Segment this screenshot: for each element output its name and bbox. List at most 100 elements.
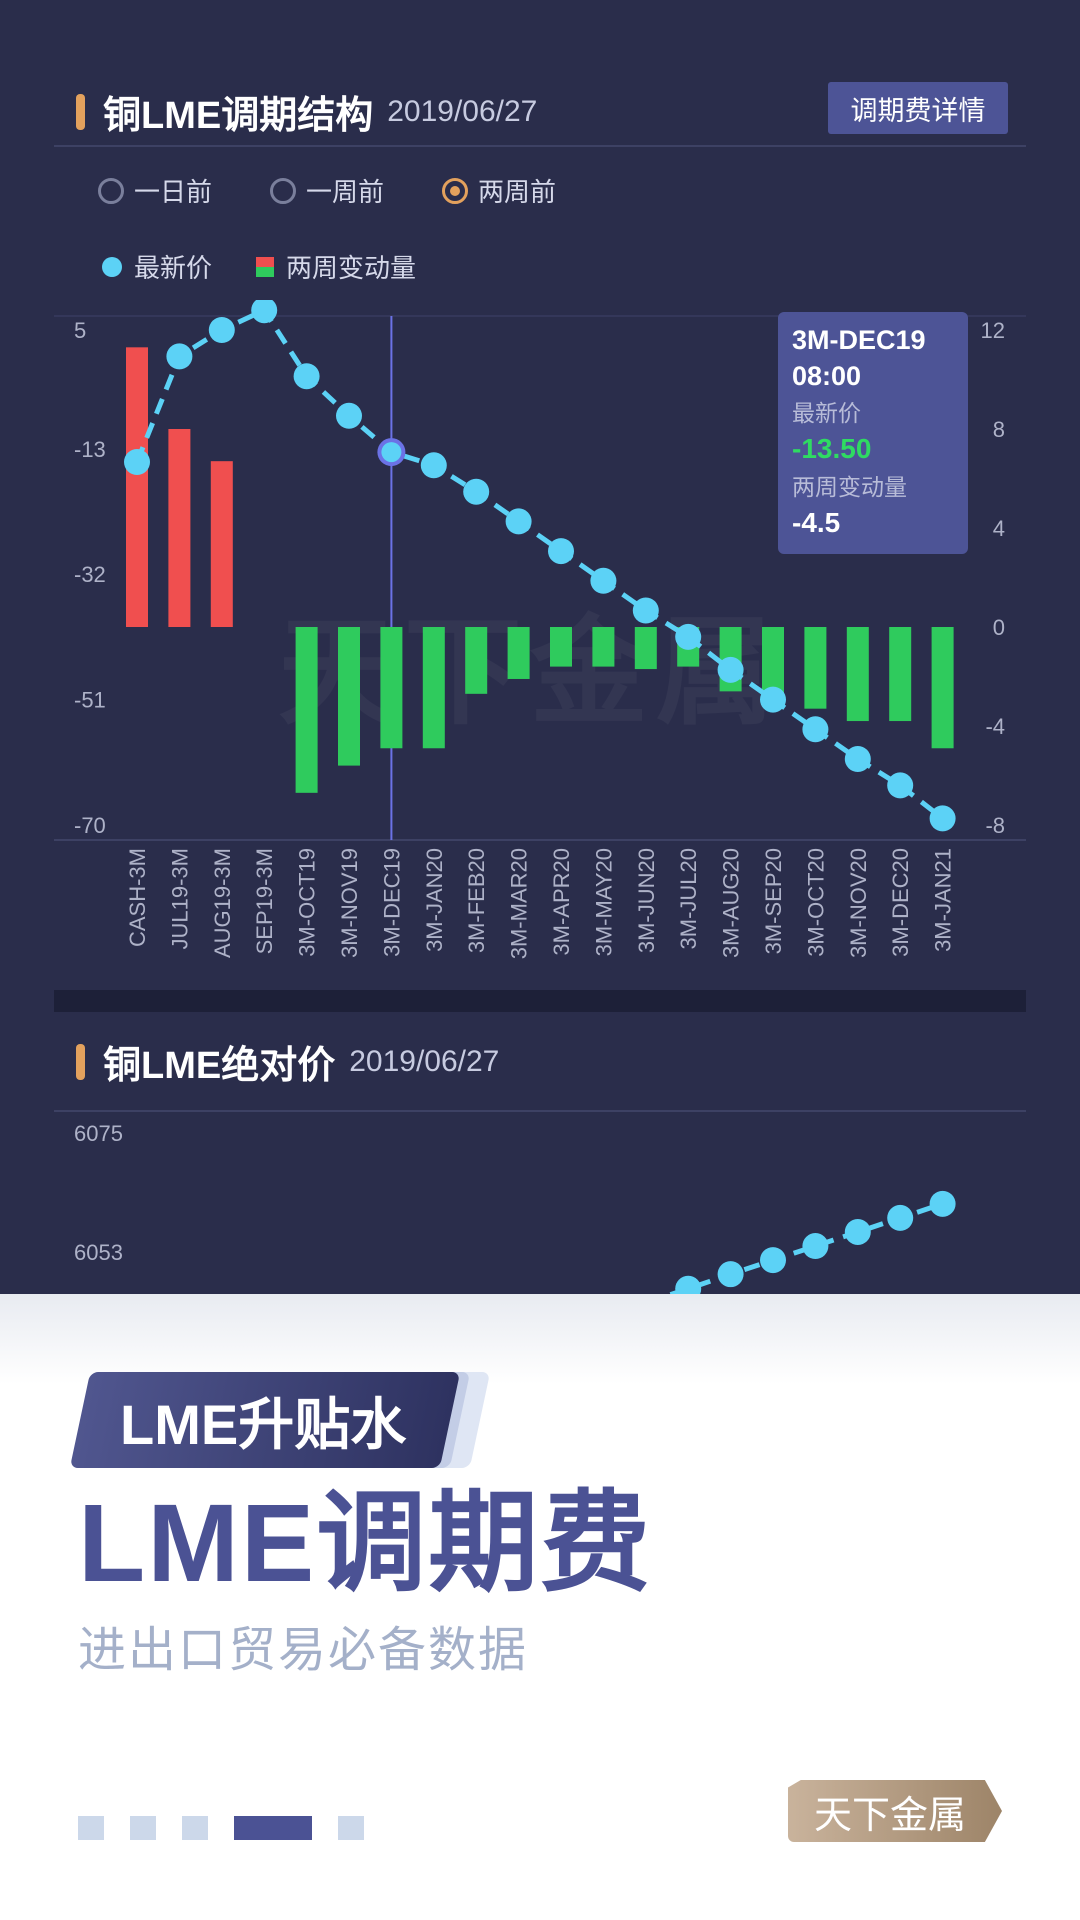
change-bar bbox=[889, 627, 912, 722]
tooltip-category: 3M-DEC19 bbox=[792, 325, 926, 355]
promo-badge: LME升贴水 bbox=[69, 1372, 500, 1468]
x-tick-label: AUG19-3M bbox=[210, 848, 235, 958]
price-point bbox=[760, 1247, 786, 1274]
page-dot[interactable] bbox=[338, 1816, 364, 1840]
price-point bbox=[844, 746, 871, 772]
price-point bbox=[293, 363, 320, 390]
page-dot[interactable] bbox=[182, 1816, 208, 1840]
option-two-weeks[interactable]: 两周前 bbox=[442, 172, 556, 209]
y-left-tick-label: -13 bbox=[74, 437, 106, 462]
price-point bbox=[887, 772, 914, 799]
change-bar bbox=[634, 627, 657, 670]
y-right-tick-label: -4 bbox=[985, 714, 1005, 739]
section-accent-bar bbox=[76, 1043, 85, 1080]
price-point bbox=[336, 402, 362, 429]
y-right-tick-label: 8 bbox=[993, 417, 1005, 442]
x-tick-label: 3M-NOV19 bbox=[337, 848, 362, 958]
legend-change-label: 两周变动量 bbox=[286, 253, 417, 283]
x-tick-label: 3M-MAR20 bbox=[507, 848, 532, 959]
x-tick-label: 3M-AUG20 bbox=[719, 848, 744, 958]
x-tick-label: SEP19-3M bbox=[252, 848, 277, 954]
pagination-dots bbox=[78, 1816, 390, 1840]
shadow-gradient bbox=[0, 1294, 1080, 1384]
price-point bbox=[675, 623, 702, 650]
x-tick-label: 3M-OCT19 bbox=[295, 848, 320, 957]
price-point bbox=[463, 478, 490, 505]
page-dot-active[interactable] bbox=[234, 1816, 312, 1840]
chart1-date: 2019/06/27 bbox=[387, 94, 538, 128]
price-point bbox=[887, 1204, 914, 1231]
price-point-highlight bbox=[381, 442, 402, 463]
swap-structure-chart[interactable]: 5 -13 -32 -51 -70 12 8 4 0 -4 -8 CASH-3M JUL19-3M AUG… bbox=[0, 300, 1080, 980]
price-point bbox=[802, 1233, 829, 1260]
price-point bbox=[124, 449, 150, 475]
price-legend-dot-icon bbox=[102, 256, 122, 277]
page-dot[interactable] bbox=[130, 1816, 156, 1840]
x-tick-label: 3M-NOV20 bbox=[846, 848, 871, 958]
option-one-day[interactable]: 一日前 bbox=[98, 172, 212, 209]
price-point bbox=[717, 1261, 744, 1288]
change-bar bbox=[168, 429, 191, 627]
section-divider bbox=[54, 990, 1026, 1012]
price-point bbox=[632, 597, 659, 624]
y-right-tick-label: 0 bbox=[993, 615, 1005, 640]
chart2-date: 2019/06/27 bbox=[349, 1044, 500, 1078]
change-bar bbox=[338, 627, 360, 766]
brand-tag-background bbox=[788, 1780, 1002, 1842]
brand-tag: 天下金属 bbox=[788, 1780, 1002, 1842]
x-tick-label: 3M-JUN20 bbox=[634, 848, 659, 953]
y-left-tick-label: -51 bbox=[74, 688, 106, 713]
page-dot[interactable] bbox=[78, 1816, 104, 1840]
swap-detail-button[interactable]: 调期费详情 bbox=[828, 82, 1008, 134]
promo-subtitle: 进出口贸易必备数据 bbox=[78, 1624, 529, 1677]
brand-name: 天下金属 bbox=[813, 1794, 966, 1837]
tooltip-change-label: 两周变动量 bbox=[792, 474, 907, 500]
option-label: 两周前 bbox=[478, 177, 557, 207]
change-bar bbox=[550, 627, 572, 667]
price-point bbox=[420, 452, 447, 479]
period-selector: 一日前 一周前 两周前 bbox=[98, 172, 614, 209]
legend-price-label: 最新价 bbox=[134, 253, 213, 283]
tooltip-price-label: 最新价 bbox=[792, 400, 861, 426]
x-tick-label: 3M-MAY20 bbox=[591, 848, 616, 956]
price-point bbox=[717, 656, 744, 683]
x-tick-label: 3M-APR20 bbox=[549, 848, 574, 956]
change-bar bbox=[804, 627, 827, 709]
option-one-week[interactable]: 一周前 bbox=[270, 172, 384, 209]
y-left-tick-label: -70 bbox=[74, 813, 106, 838]
price-line bbox=[134, 307, 945, 821]
absolute-price-chart[interactable]: 6075 6053 bbox=[0, 1114, 1080, 1294]
y-tick-label: 6053 bbox=[74, 1240, 123, 1265]
radio-selected-icon bbox=[442, 177, 469, 204]
option-label: 一日前 bbox=[134, 177, 213, 207]
y-right-tick-label: 12 bbox=[981, 318, 1005, 343]
price-point bbox=[590, 567, 617, 594]
price-point bbox=[929, 805, 956, 832]
x-tick-label: 3M-JAN20 bbox=[422, 848, 447, 952]
x-tick-label: 3M-DEC20 bbox=[888, 848, 913, 957]
tooltip-change-value: -4.5 bbox=[792, 507, 841, 538]
promo-title: LME调期费 bbox=[78, 1482, 653, 1605]
y-right-tick-label: 4 bbox=[993, 516, 1005, 541]
change-bar bbox=[931, 627, 954, 749]
dark-panel: 铜LME调期结构 2019/06/27 调期费详情 一日前 一周前 两周前 最新… bbox=[0, 0, 1080, 1294]
y-left-tick-label: -32 bbox=[74, 562, 106, 587]
y-left-tick-label: 5 bbox=[74, 318, 86, 343]
change-bar bbox=[422, 627, 445, 749]
chart2-divider bbox=[54, 1110, 1026, 1112]
x-tick-label: 3M-JAN21 bbox=[931, 848, 956, 952]
header-divider bbox=[54, 145, 1026, 147]
radio-icon bbox=[270, 177, 297, 204]
tooltip-price-value: -13.50 bbox=[792, 433, 872, 464]
price-point bbox=[844, 1218, 871, 1245]
price-point bbox=[548, 538, 574, 565]
radio-icon bbox=[98, 177, 124, 204]
chart2-title: 铜LME绝对价 bbox=[103, 1045, 336, 1087]
y-tick-label: 6075 bbox=[74, 1121, 123, 1146]
change-bar bbox=[126, 347, 148, 627]
chart1-title: 铜LME调期结构 bbox=[103, 95, 374, 137]
price-point bbox=[208, 317, 235, 343]
change-bar bbox=[210, 461, 233, 627]
change-bar bbox=[592, 627, 615, 667]
price-point bbox=[760, 686, 786, 713]
